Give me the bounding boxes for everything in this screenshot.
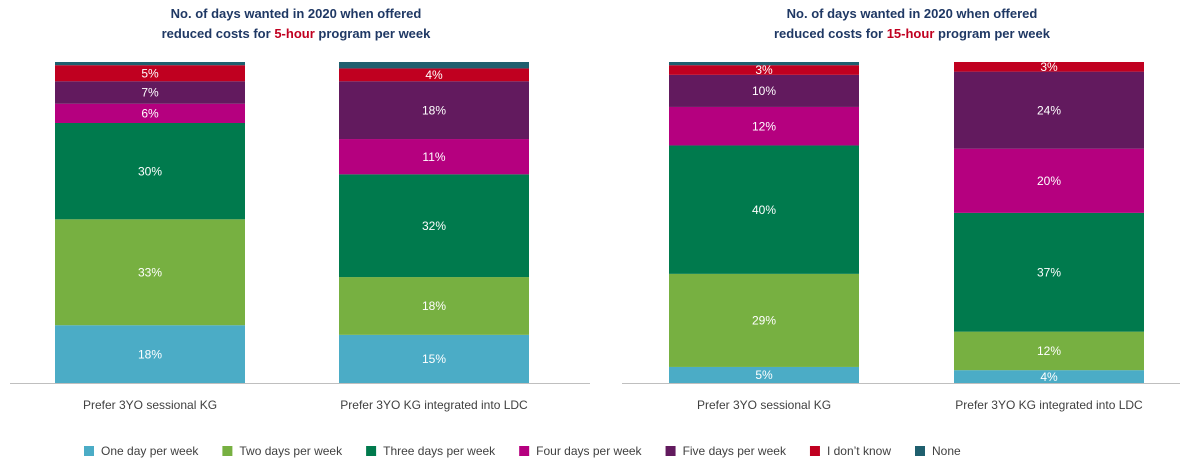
legend-swatch [809,446,820,456]
title-line: reduced costs for 5-hour program per wee… [46,24,546,44]
title-part: program per week [318,26,431,41]
legend-label: None [932,444,961,458]
data-label: 20% [1037,174,1061,188]
data-label: 24% [1037,103,1061,117]
bar-segment [55,81,245,104]
legend-label: Four days per week [536,444,642,458]
x-tick-label: Prefer 3YO KG integrated into LDC [955,398,1143,412]
data-label: 29% [752,314,776,328]
bar-segment [55,122,245,220]
data-label: 18% [138,347,162,361]
bar-segment [954,212,1144,332]
bar-segment [339,139,529,175]
title-line: No. of days wanted in 2020 when offered [170,6,422,21]
x-tick-label: Prefer 3YO sessional KG [697,398,831,412]
bar-segment [55,62,245,66]
legend-swatch [222,446,233,456]
bar-segment [55,103,245,123]
bar-segment [55,65,245,82]
bar-segment [55,219,245,326]
data-label: 18% [422,299,446,313]
bar-segment [55,325,245,383]
bar-segment [954,148,1144,213]
data-label: 18% [422,103,446,117]
bar-segment [954,370,1144,383]
data-label: 5% [141,66,159,80]
data-label: 6% [141,107,159,121]
data-label: 5% [755,368,773,382]
bar-segment [669,65,859,75]
bar-segment [339,62,529,69]
bar-segment [954,62,1144,72]
title-part: program per week [938,26,1050,41]
bar-segment [339,81,529,140]
legend-label: Three days per week [383,444,496,458]
bar-segment [954,331,1144,371]
data-label: 37% [1037,265,1061,279]
bar-segment [669,62,859,66]
bar-segment [339,174,529,278]
chart-title: No. of days wanted in 2020 when offered … [662,4,1162,44]
title-highlight: 5-hour [274,26,315,41]
bar-segment [954,71,1144,149]
bar-segment [669,145,859,274]
legend-label: One day per week [101,444,199,458]
data-label: 30% [138,164,162,178]
data-label: 3% [1040,60,1058,74]
legend-label: I don’t know [827,444,891,458]
data-label: 11% [422,150,445,164]
bar-segment [669,366,859,383]
data-label: 33% [138,265,162,279]
title-line: reduced costs for 15-hour program per we… [662,24,1162,44]
x-tick-label: Prefer 3YO KG integrated into LDC [340,398,528,412]
data-label: 12% [752,119,776,133]
data-label: 40% [752,203,776,217]
bar-segment [669,106,859,146]
data-label: 32% [422,219,446,233]
legend-label: Five days per week [683,444,787,458]
data-label: 4% [1040,370,1058,384]
legend-swatch [84,446,94,456]
title-line: No. of days wanted in 2020 when offered [786,6,1038,21]
data-label: 10% [752,84,776,98]
bar-segment [339,277,529,335]
legend-label: Two days per week [239,444,343,458]
legend-swatch [665,446,676,456]
data-label: 15% [422,352,446,366]
data-label: 12% [1037,344,1061,358]
bar-segment [669,74,859,107]
bar-segment [339,68,529,82]
title-part: reduced costs for [161,26,271,41]
data-label: 7% [141,86,159,100]
bar-segment [669,273,859,367]
data-label: 4% [425,68,443,82]
data-label: 3% [755,63,773,77]
x-tick-label: Prefer 3YO sessional KG [83,398,217,412]
legend-swatch [366,446,377,456]
title-part: reduced costs for [773,26,884,41]
bar-segment [339,334,529,383]
chart-title: No. of days wanted in 2020 when offered … [46,4,546,44]
legend-swatch [915,446,925,456]
legend-swatch [519,446,530,456]
title-highlight: 15-hour [886,26,935,41]
